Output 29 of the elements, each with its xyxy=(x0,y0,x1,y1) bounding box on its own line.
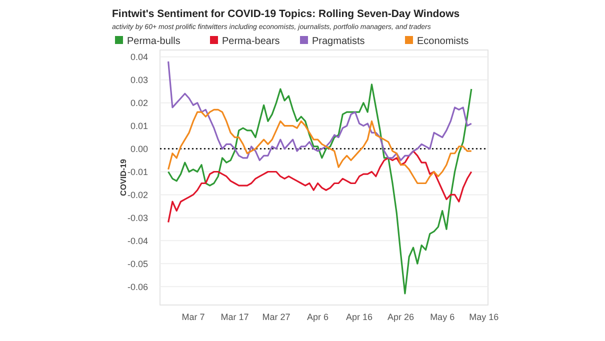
y-tick-label: -0.06 xyxy=(127,282,148,292)
y-tick-label: 0.02 xyxy=(130,98,148,108)
x-tick-label: Mar 7 xyxy=(182,312,205,322)
y-axis-title: COVID-19 xyxy=(119,158,128,196)
line-series xyxy=(168,150,472,224)
legend-label: Pragmatists xyxy=(312,36,365,47)
y-tick-label: -0.04 xyxy=(127,236,148,246)
y-tick-label: -0.05 xyxy=(127,258,148,269)
legend-label: Perma-bulls xyxy=(127,36,180,47)
line-series xyxy=(168,108,472,184)
y-tick-label: 0.01 xyxy=(130,120,148,131)
x-tick-label: Mar 27 xyxy=(262,312,290,322)
chart-title: Fintwit's Sentiment for COVID-19 Topics: Rolling Seven-Day Windows xyxy=(112,8,460,20)
line-series xyxy=(168,60,472,162)
legend-label: Economists xyxy=(417,36,469,47)
x-tick-label: May 16 xyxy=(469,312,499,322)
x-tick-label: Mar 17 xyxy=(220,312,249,322)
x-tick-label: Apr 26 xyxy=(388,312,414,322)
y-tick-label: 0.04 xyxy=(130,52,148,62)
legend-label: Perma-bears xyxy=(222,36,280,47)
x-tick-label: May 6 xyxy=(430,312,455,322)
y-tick-label: -0.01 xyxy=(127,166,148,177)
y-tick-label: -0.03 xyxy=(127,212,148,223)
x-tick-label: Apr 6 xyxy=(307,312,329,322)
y-tick-label: -0.02 xyxy=(127,190,148,200)
line-series xyxy=(168,84,472,294)
y-tick-label: 0.00 xyxy=(130,144,148,154)
x-tick-label: Apr 16 xyxy=(346,312,373,322)
y-tick-label: 0.03 xyxy=(130,75,148,86)
